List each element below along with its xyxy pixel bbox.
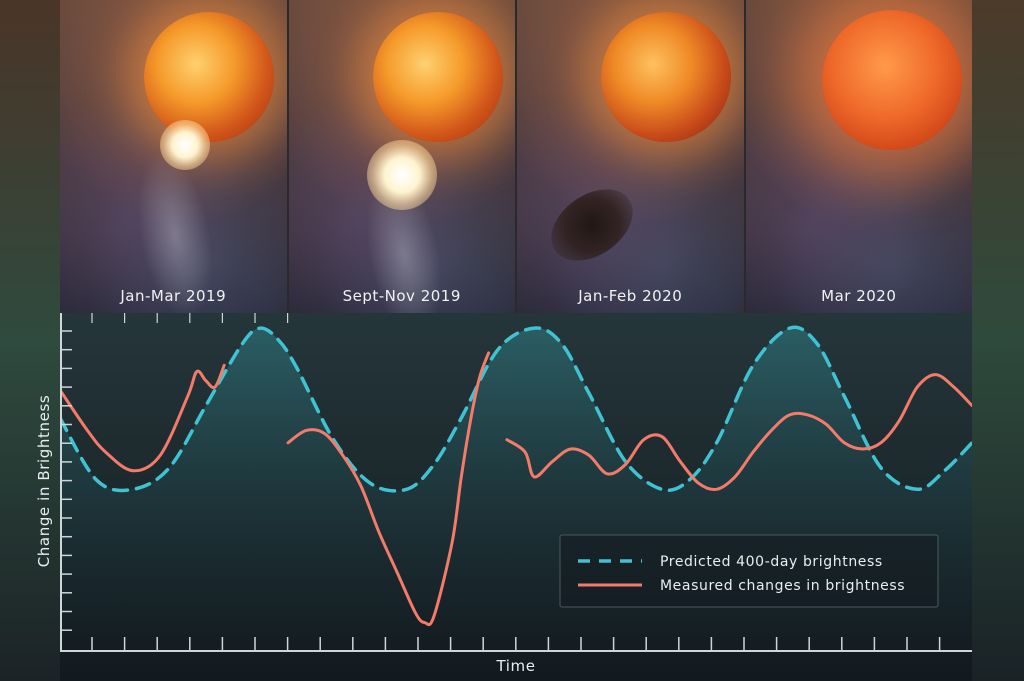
x-axis-label: Time	[495, 657, 535, 675]
panel-2: Sept-Nov 2019	[288, 0, 515, 313]
series-line-measured-segment-2	[286, 351, 491, 627]
legend-box	[559, 534, 939, 608]
series-line-predicted	[60, 325, 972, 493]
betelgeuse-image-panels: Jan-Mar 2019 Sept-Nov 2019 Jan-Feb 2020 …	[60, 0, 972, 313]
right-backdrop	[972, 0, 1024, 681]
series-line-measured-segment-3	[505, 373, 972, 492]
y-axis-label-text: Change in Brightness	[35, 395, 53, 568]
panel-caption: Jan-Feb 2020	[578, 287, 683, 305]
brightness-chart: Predicted 400-day brightness Measured ch…	[35, 313, 972, 681]
panel-4: Mar 2020	[745, 0, 972, 313]
legend-label-measured: Measured changes in brightness	[660, 578, 905, 594]
panel-caption: Jan-Mar 2019	[120, 287, 227, 305]
brightness-chart-svg: Predicted 400-day brightness Measured ch…	[60, 313, 972, 681]
red-supergiant-star	[821, 10, 962, 150]
red-supergiant-star	[144, 12, 274, 142]
red-supergiant-star	[601, 12, 731, 142]
red-supergiant-star	[372, 12, 503, 142]
hot-outflow-flare	[160, 120, 210, 170]
panel-caption: Sept-Nov 2019	[342, 287, 461, 305]
left-backdrop	[0, 0, 60, 681]
hot-outflow-flare	[366, 140, 437, 210]
y-axis-label-holder: Change in Brightness	[35, 395, 53, 568]
panel-3: Jan-Feb 2020	[517, 0, 744, 313]
series-line-measured-segment-1	[60, 363, 226, 473]
legend-label-predicted: Predicted 400-day brightness	[660, 554, 883, 570]
panel-1: Jan-Mar 2019	[60, 0, 287, 313]
panel-caption: Mar 2020	[821, 287, 897, 305]
legend: Predicted 400-day brightness Measured ch…	[559, 534, 939, 608]
